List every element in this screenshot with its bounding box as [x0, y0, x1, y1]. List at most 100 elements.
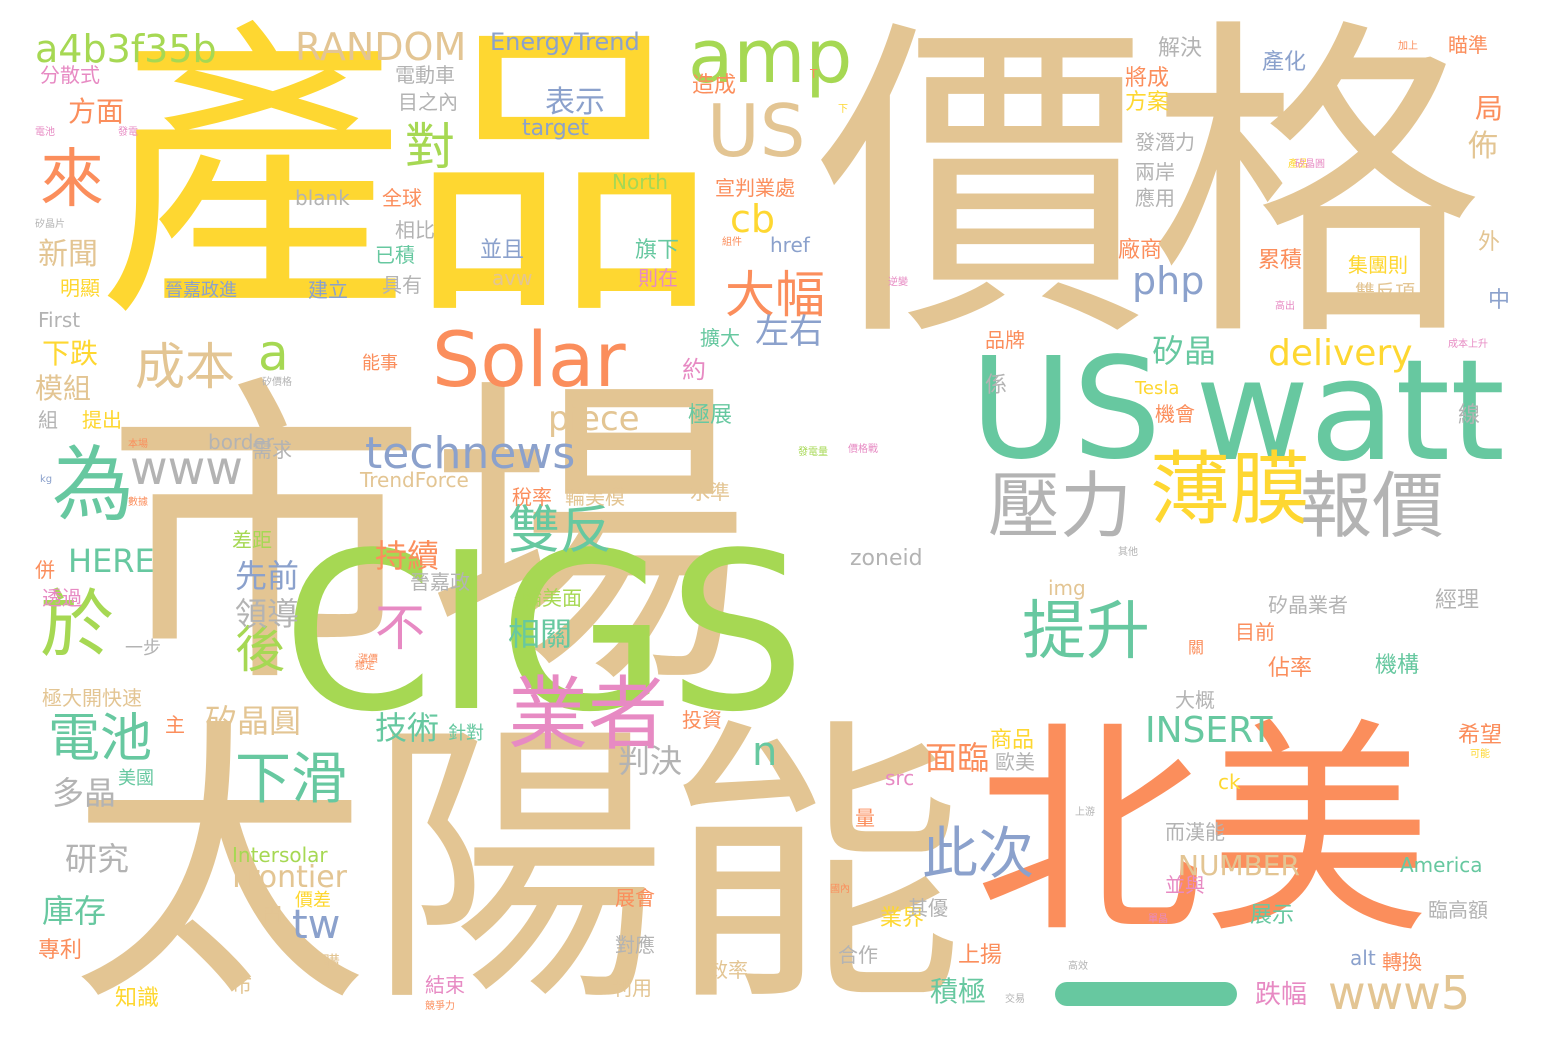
word-insert: INSERT [1145, 710, 1273, 751]
word-lunmeimian: 輪美面 [522, 586, 582, 610]
word-shuizhun: 水準 [690, 480, 730, 504]
word-muqian: 目前 [1235, 620, 1275, 644]
word-yezhe: 業者 [508, 668, 668, 761]
word-yue: 約 [682, 356, 706, 384]
word-muzhinei: 目之內 [398, 90, 458, 114]
word-fangan: 方案 [1125, 90, 1170, 115]
word-dagai: 大概 [1175, 688, 1215, 712]
word-lunmeimo: 輪美模 [565, 485, 625, 509]
word-solar: Solar [432, 315, 626, 404]
word-america: America [1400, 853, 1483, 877]
word-target: target [522, 116, 589, 141]
word-shuju: 數據 [128, 497, 148, 508]
word-xiangbi: 相比 [395, 218, 435, 242]
word-jishu: 技術 [375, 709, 440, 747]
word-amp: amp [688, 14, 853, 100]
word-shuilv: 稅率 [512, 485, 552, 509]
word-zujian: 組件 [722, 237, 742, 248]
word-php: php [1132, 259, 1205, 303]
word-chanpin-tiny: 產品 [1288, 159, 1308, 170]
word-jizhan: 極展 [688, 403, 733, 428]
word-n: n [752, 729, 778, 775]
word-juyou: 具有 [382, 273, 422, 297]
word-wai: 外 [1478, 230, 1501, 255]
word-shangyang: 上揚 [958, 943, 1003, 968]
word-xiwang: 希望 [1458, 723, 1503, 748]
word-zhu: 主 [165, 713, 185, 737]
word-fensanshi: 分散式 [40, 63, 100, 87]
word-cb: cb [730, 197, 776, 241]
word-gou: 購 [322, 953, 340, 974]
word-liangan: 兩岸 [1135, 160, 1175, 184]
word-duojing: 多晶 [52, 774, 117, 812]
word-wei: 為 [52, 438, 135, 533]
word-mozu: 模組 [35, 372, 92, 405]
word-xi: 係 [985, 373, 1008, 398]
word-fadianliang: 發電量 [798, 447, 828, 458]
word-zhong: 中 [1488, 288, 1511, 313]
word-xinwen: 新聞 [38, 237, 98, 272]
word-yibu: 一步 [125, 638, 161, 659]
word-shangyou: 上游 [1075, 807, 1095, 818]
word-meiguo: 美國 [118, 768, 154, 789]
word-jianli: 建立 [308, 278, 348, 302]
word-www: www [130, 441, 243, 495]
word-touguo: 透過 [42, 586, 82, 610]
word-img: img [1048, 576, 1086, 600]
word-jiangcheng: 將成 [1125, 66, 1170, 91]
word-fqianli: 發潛力 [1135, 130, 1195, 154]
word-jiashang: 加上 [1398, 41, 1418, 52]
word-xuqiu: 需求 [252, 438, 292, 462]
word-bu2: 佈 [1468, 129, 1498, 164]
word-us-large: US [970, 328, 1162, 491]
word-jiagezhan: 價格戰 [848, 444, 878, 455]
word-jiejue: 解決 [1158, 36, 1203, 61]
word-href: href [770, 233, 810, 257]
word-technews: technews [365, 428, 576, 479]
word-avw: avw [492, 266, 533, 290]
word-duiying: 對應 [615, 933, 655, 957]
word-fadian: 發電 [118, 127, 138, 138]
word-yanjiu: 研究 [65, 840, 130, 878]
word-jinjiazhengjin: 晉嘉政進 [165, 280, 237, 301]
word-nibian: 逆變 [888, 277, 908, 288]
word-yingyong: 應用 [1135, 186, 1175, 210]
word-liyong: 利用 [612, 976, 652, 1000]
word-zhanlv: 佔率 [1268, 656, 1313, 681]
word-benchang: 本場 [128, 439, 148, 450]
word-src: src [885, 766, 915, 790]
word-zhishi: 知識 [115, 986, 160, 1011]
word-t: T [810, 67, 818, 81]
word-guijingyuan-tiny: 矽晶圓 [1295, 159, 1325, 170]
word-zoneid: zoneid [850, 546, 923, 571]
word-chanpin: 產品 [98, 0, 718, 357]
word-zhanshi: 展示 [1250, 903, 1295, 928]
word-shi: 市 [232, 973, 252, 997]
word-blank: blank [295, 186, 350, 210]
word-cigs: CIGS [282, 507, 806, 760]
word-zezai: 則在 [638, 266, 678, 290]
word-jieshu: 結束 [425, 973, 465, 997]
word-cici: 此次 [922, 822, 1034, 887]
word-dash [1055, 982, 1237, 1006]
word-changshang: 廠商 [1118, 238, 1163, 263]
word-xiadie: 下跌 [42, 337, 99, 370]
word-mingxian: 明顯 [60, 276, 100, 300]
word-watt: watt [1195, 330, 1506, 493]
word-jingzhengli: 競爭力 [425, 1001, 455, 1012]
word-wending: 穩定 [355, 661, 375, 672]
word-chaju: 差距 [232, 528, 272, 552]
word-jigou: 機構 [1375, 653, 1420, 678]
word-gaoxiao: 高效 [1068, 961, 1088, 972]
word-diandongche: 電動車 [395, 63, 455, 87]
word-trendforce: TrendForce [360, 468, 469, 492]
word-qiyou: 其優 [908, 896, 948, 920]
word-chanhua: 產化 [1262, 50, 1307, 75]
word-zuoyou: 左右 [755, 312, 823, 352]
word-bu: 不 [375, 599, 425, 657]
word-a: a [258, 324, 289, 382]
word-jiacha: 價差 [295, 890, 331, 911]
word-zhuanhuan: 轉換 [1382, 950, 1422, 974]
word-jihui: 機會 [1155, 402, 1195, 426]
word-chixu: 持續 [375, 537, 440, 575]
